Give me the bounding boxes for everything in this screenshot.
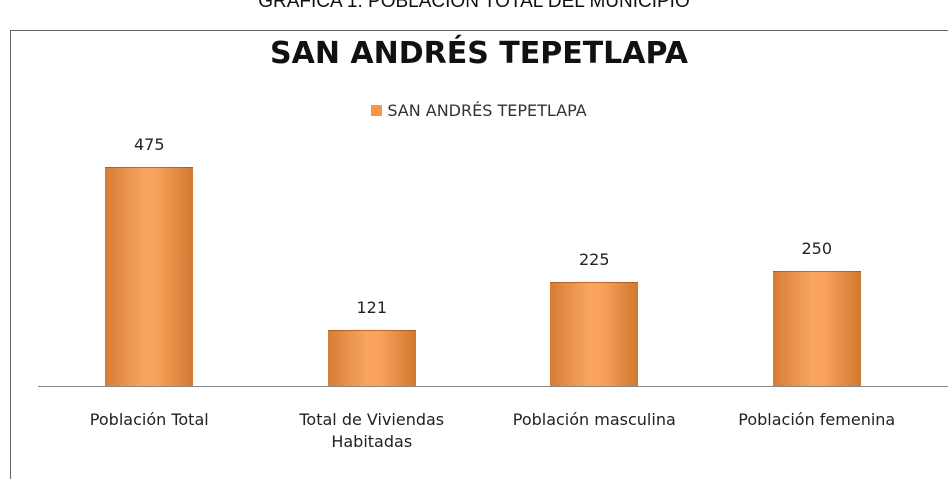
legend-label: SAN ANDRÉS TEPETLAPA — [387, 101, 587, 120]
x-axis — [38, 386, 948, 387]
x-tick-label: Población Total — [89, 410, 209, 429]
data-label: 121 — [356, 298, 388, 318]
x-tick-label: Total de Viviendas Habitadas — [299, 410, 445, 451]
x-tick-label: Población femenina — [738, 410, 896, 429]
x-tick-label: Población masculina — [512, 410, 676, 429]
data-label: 250 — [801, 238, 833, 258]
bar — [550, 282, 639, 386]
data-label: 225 — [578, 250, 610, 270]
data-label: 475 — [133, 135, 165, 154]
bar — [105, 167, 194, 386]
bar — [327, 330, 416, 386]
chart-border — [10, 30, 948, 31]
caption: GRÁFICA 1. POBLACIÓN TOTAL DEL MUNICIPIO — [258, 0, 690, 12]
chart-border — [10, 30, 11, 479]
legend-swatch — [371, 105, 383, 116]
chart-title: SAN ANDRÉS TEPETLAPA — [270, 36, 688, 71]
bar — [772, 270, 861, 386]
legend: SAN ANDRÉS TEPETLAPA — [10, 101, 948, 120]
